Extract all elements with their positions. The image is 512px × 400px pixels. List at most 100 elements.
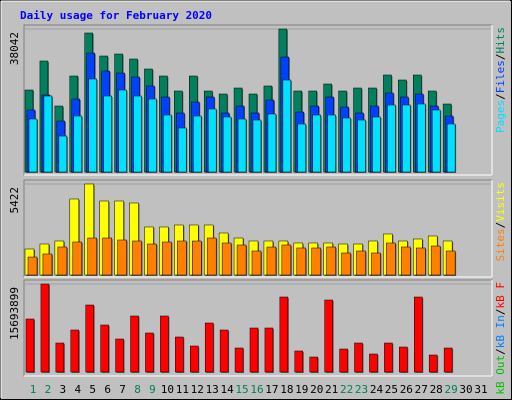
- bar: [163, 114, 172, 173]
- bar: [102, 237, 112, 276]
- bar: [369, 353, 378, 373]
- bar: [386, 242, 396, 276]
- bar: [251, 250, 262, 276]
- x-tick-label: 3: [60, 383, 67, 396]
- bar: [414, 296, 423, 373]
- bar: [206, 237, 217, 276]
- legend-entry: Sites: [494, 228, 507, 261]
- legend-separator: /: [494, 222, 507, 229]
- bar: [402, 104, 411, 173]
- bar: [237, 118, 247, 173]
- bar: [145, 332, 154, 373]
- bar: [192, 240, 202, 276]
- bar: [162, 241, 172, 276]
- x-tick-label: 29: [444, 383, 457, 396]
- bar: [147, 243, 157, 276]
- bar: [297, 123, 307, 173]
- bar: [399, 346, 408, 373]
- bar: [281, 244, 292, 276]
- x-tick-label: 21: [325, 383, 338, 396]
- x-tick-label: 10: [161, 383, 174, 396]
- bar: [417, 103, 426, 173]
- bar: [222, 116, 232, 173]
- bar: [446, 123, 456, 173]
- bar: [43, 95, 53, 173]
- bar: [279, 296, 289, 373]
- bar: [190, 345, 199, 373]
- x-tick-label: 28: [430, 383, 443, 396]
- bar: [264, 327, 274, 373]
- y-tick-label: 38042: [8, 32, 21, 65]
- legend-separator: /: [494, 93, 507, 100]
- legend-entry: kB F: [494, 282, 507, 309]
- bar: [282, 79, 292, 173]
- bar: [401, 246, 411, 276]
- bar: [311, 247, 321, 276]
- x-tick-label: 22: [340, 383, 353, 396]
- bar: [148, 98, 157, 173]
- bar: [267, 113, 277, 173]
- legend: kB Out/kB In/kB F: [494, 282, 507, 395]
- x-tick-label: 26: [400, 383, 413, 396]
- legend-entry: Visits: [494, 182, 507, 222]
- bar: [58, 135, 68, 173]
- bar: [42, 253, 53, 276]
- bar: [133, 95, 142, 173]
- bar: [416, 247, 426, 276]
- x-tick-label: 20: [310, 383, 323, 396]
- legend-separator: /: [494, 309, 507, 316]
- bar: [40, 283, 50, 373]
- x-tick-label: 9: [149, 383, 156, 396]
- bar: [309, 356, 318, 373]
- legend-entry: Files: [494, 60, 507, 93]
- x-tick-label: 19: [295, 383, 308, 396]
- bar: [236, 244, 247, 276]
- x-tick-label: 1: [30, 383, 37, 396]
- bar: [354, 342, 363, 373]
- bar: [103, 95, 112, 173]
- bar: [372, 116, 381, 173]
- bar: [431, 109, 441, 173]
- bar: [177, 240, 187, 276]
- x-tick-label: 27: [415, 383, 428, 396]
- bar: [384, 342, 393, 373]
- bar: [234, 347, 244, 373]
- bar: [339, 348, 348, 373]
- bar: [296, 247, 307, 276]
- bar: [249, 327, 259, 373]
- x-tick-label: 7: [119, 383, 126, 396]
- y-tick-label: 5422: [8, 187, 21, 214]
- chart-title: Daily usage for February 2020: [20, 9, 212, 22]
- bar: [312, 114, 321, 173]
- x-tick-label: 23: [355, 383, 368, 396]
- legend-entry: Pages: [494, 100, 507, 133]
- x-tick-label: 25: [385, 383, 398, 396]
- bar: [100, 324, 109, 373]
- legend: Sites/Visits: [494, 182, 507, 262]
- x-tick-label: 16: [250, 383, 263, 396]
- bar: [207, 108, 217, 173]
- x-tick-label: 30: [459, 383, 472, 396]
- bar: [294, 350, 304, 373]
- x-tick-label: 12: [191, 383, 204, 396]
- bar: [204, 322, 214, 373]
- bar: [356, 250, 366, 276]
- x-tick-label: 11: [176, 383, 189, 396]
- bar: [57, 246, 68, 276]
- x-tick-label: 5: [89, 383, 96, 396]
- bar: [175, 336, 184, 373]
- bar: [88, 78, 97, 173]
- x-tick-label: 13: [206, 383, 219, 396]
- bar: [193, 115, 202, 173]
- bar: [252, 119, 262, 173]
- bar: [324, 299, 333, 373]
- bar: [70, 329, 80, 373]
- bar: [327, 114, 336, 173]
- x-tick-label: 6: [104, 383, 111, 396]
- bar: [117, 239, 127, 276]
- bar: [132, 240, 142, 276]
- bar: [160, 315, 169, 373]
- bar: [428, 354, 438, 373]
- bar: [342, 117, 351, 173]
